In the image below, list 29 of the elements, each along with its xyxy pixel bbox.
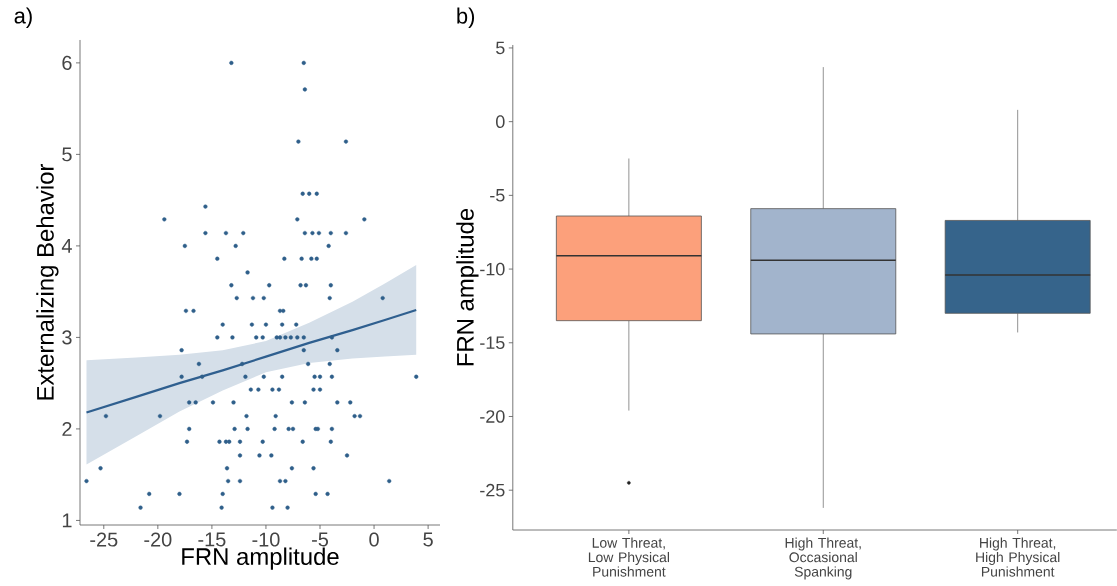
x-axis-title: FRN amplitude <box>182 547 339 570</box>
y-tick-label: 5 <box>62 147 72 162</box>
x-tick-label: High Threat, Occasional Spanking <box>785 537 861 580</box>
y-tick-label: 0 <box>496 115 505 128</box>
y-tick-label: 3 <box>62 330 72 345</box>
y-tick-label: -10 <box>480 262 505 276</box>
y-tick-label: -5 <box>490 189 505 202</box>
y-tick-label: 4 <box>61 239 72 253</box>
y-axis-title: Externalizing Behavior <box>36 164 59 400</box>
chart-title: b) <box>457 7 475 29</box>
x-tick-label: 0 <box>369 532 379 547</box>
y-axis-title: FRN amplitude <box>456 208 479 366</box>
y-tick-label: 2 <box>62 421 72 436</box>
line-series <box>85 308 418 414</box>
x-tick-label: -20 <box>144 532 172 547</box>
x-tick-label: -10 <box>252 532 280 547</box>
x-tick-label: -25 <box>90 532 118 547</box>
y-tick-label: 6 <box>62 55 72 70</box>
x-tick-label: Low Threat, Low Physical Punishment <box>588 537 670 577</box>
y-tick-label: -20 <box>480 410 505 423</box>
x-tick-label: -15 <box>198 532 226 547</box>
x-tick-label: -5 <box>312 532 329 547</box>
x-tick-label: High Threat, High Physical Punishment <box>976 537 1060 577</box>
y-tick-label: 5 <box>496 41 505 55</box>
y-tick-label: 1 <box>62 513 72 528</box>
y-tick-label: -25 <box>480 483 505 497</box>
y-tick-label: -15 <box>480 336 505 350</box>
chart-title: a) <box>14 7 32 28</box>
x-tick-label: 5 <box>423 532 433 547</box>
